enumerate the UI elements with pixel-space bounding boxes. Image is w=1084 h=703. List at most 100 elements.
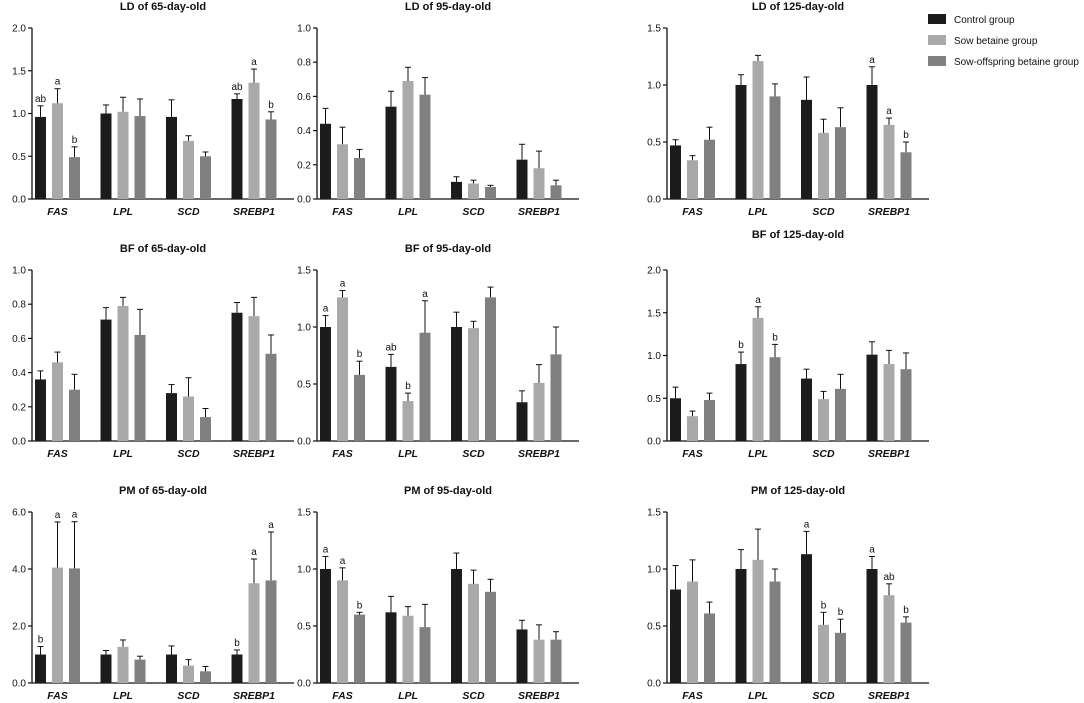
significance-label: a bbox=[72, 510, 78, 521]
x-tick-label: SCD bbox=[812, 206, 835, 218]
bar bbox=[402, 401, 414, 441]
y-tick-label: 1.0 bbox=[647, 565, 661, 576]
bar bbox=[52, 567, 63, 683]
y-tick-label: 0.2 bbox=[297, 160, 311, 171]
bar bbox=[866, 569, 878, 683]
y-tick-label: 0.0 bbox=[12, 679, 26, 690]
bar bbox=[166, 116, 177, 199]
legend-swatch bbox=[928, 14, 946, 24]
bar bbox=[670, 145, 681, 199]
x-tick-label: FAS bbox=[47, 206, 67, 218]
x-tick-label: LPL bbox=[398, 206, 418, 218]
y-tick-label: 1.0 bbox=[647, 81, 661, 92]
significance-label: a bbox=[422, 289, 428, 300]
bar bbox=[550, 354, 562, 441]
x-tick-label: FAS bbox=[682, 206, 702, 218]
significance-label: a bbox=[804, 519, 810, 530]
x-tick-label: FAS bbox=[332, 206, 352, 218]
panel-title: BF of 95-day-old bbox=[405, 243, 491, 255]
bar bbox=[52, 103, 63, 199]
y-tick-label: 0.4 bbox=[12, 368, 26, 379]
significance-label: a bbox=[251, 547, 257, 558]
significance-label: b bbox=[38, 635, 44, 646]
significance-label: b bbox=[821, 600, 827, 611]
chart-panel: LD of 95-day-old 0.0 0.2 0.4 0.6 0.8 1.0 FAS LPL… bbox=[297, 1, 579, 218]
y-tick-label: 1.5 bbox=[297, 508, 311, 519]
bar bbox=[117, 646, 129, 683]
bar bbox=[354, 614, 365, 683]
bar bbox=[419, 332, 431, 441]
significance-label: b bbox=[405, 381, 411, 392]
bar bbox=[200, 417, 211, 441]
bar bbox=[801, 378, 812, 441]
significance-label: a bbox=[869, 55, 875, 66]
bar bbox=[752, 61, 764, 200]
significance-label: a bbox=[55, 77, 61, 88]
bar bbox=[516, 159, 528, 199]
legend: Control group Sow betaine group Sow-offspr… bbox=[928, 14, 1079, 68]
bar bbox=[801, 99, 812, 199]
bar bbox=[818, 132, 829, 199]
bar bbox=[670, 589, 681, 683]
x-tick-label: SCD bbox=[462, 448, 485, 460]
bar bbox=[166, 654, 177, 683]
x-tick-label: LPL bbox=[398, 448, 418, 460]
y-tick-label: 0.5 bbox=[297, 622, 311, 633]
bar bbox=[818, 624, 829, 683]
y-tick-label: 0.5 bbox=[12, 152, 26, 163]
y-tick-label: 0.0 bbox=[297, 195, 311, 206]
significance-label: b bbox=[357, 349, 363, 360]
y-tick-label: 0.5 bbox=[647, 622, 661, 633]
bar bbox=[835, 632, 846, 683]
bar bbox=[533, 639, 545, 683]
y-tick-label: 0.0 bbox=[12, 195, 26, 206]
bar bbox=[117, 305, 129, 441]
significance-label: b bbox=[903, 130, 909, 141]
bar bbox=[735, 569, 747, 683]
bar bbox=[550, 639, 562, 683]
x-tick-label: LPL bbox=[748, 206, 768, 218]
y-tick-label: 1.0 bbox=[12, 109, 26, 120]
bar bbox=[69, 389, 80, 441]
legend-swatch bbox=[928, 35, 946, 45]
bar bbox=[419, 627, 431, 683]
y-tick-label: 2.0 bbox=[647, 266, 661, 277]
bar bbox=[402, 615, 414, 683]
bar bbox=[704, 613, 715, 683]
bar bbox=[320, 327, 331, 441]
bar bbox=[231, 654, 243, 683]
bar bbox=[354, 374, 365, 441]
bar bbox=[117, 111, 129, 199]
x-tick-label: SCD bbox=[462, 690, 485, 702]
y-tick-label: 1.5 bbox=[647, 24, 661, 35]
y-tick-label: 0.5 bbox=[647, 138, 661, 149]
bar bbox=[337, 144, 348, 199]
x-tick-label: SREBP1 bbox=[233, 206, 275, 218]
y-tick-label: 2.0 bbox=[12, 24, 26, 35]
x-tick-label: SCD bbox=[812, 690, 835, 702]
bar bbox=[166, 393, 177, 441]
bar bbox=[801, 554, 812, 683]
significance-label: b bbox=[268, 100, 274, 111]
bar bbox=[134, 334, 146, 441]
y-tick-label: 1.5 bbox=[647, 508, 661, 519]
significance-label: b bbox=[903, 605, 909, 616]
y-tick-label: 6.0 bbox=[12, 508, 26, 519]
bar bbox=[265, 353, 277, 441]
bar bbox=[687, 581, 698, 683]
significance-label: a bbox=[55, 510, 61, 521]
panel-title: PM of 125-day-old bbox=[751, 485, 845, 497]
significance-label: a bbox=[755, 295, 761, 306]
bar bbox=[468, 583, 479, 683]
bar bbox=[883, 364, 895, 441]
bar bbox=[485, 591, 496, 683]
bar bbox=[183, 665, 194, 683]
x-tick-label: FAS bbox=[47, 448, 67, 460]
bar bbox=[35, 654, 46, 683]
bar bbox=[735, 85, 747, 199]
x-tick-label: SREBP1 bbox=[868, 690, 910, 702]
x-tick-label: SREBP1 bbox=[868, 448, 910, 460]
